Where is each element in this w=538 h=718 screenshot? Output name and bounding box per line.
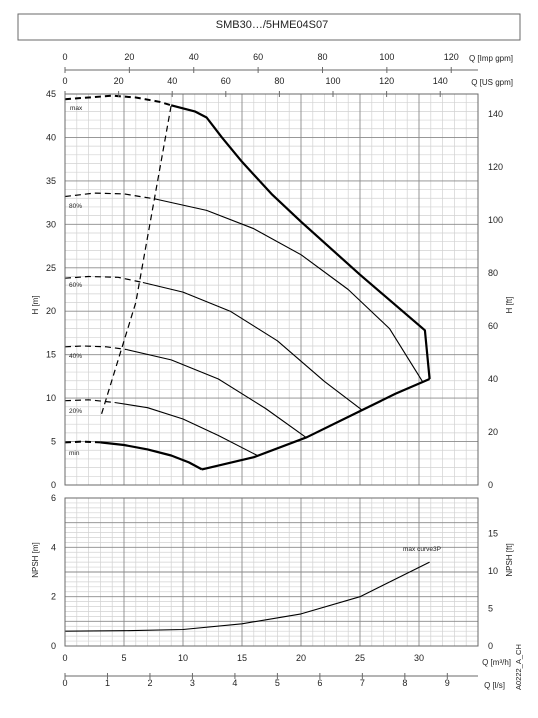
head-curve-40-dashed-7: [64, 345, 127, 351]
label-layer: SMB30…/5HME04S07 Q [Imp gpm] Q [US gpm] …: [31, 19, 523, 690]
bottom-m3h-tick-label: 15: [237, 653, 247, 663]
top-imp-tick-label: 100: [379, 52, 394, 62]
title-frame: [17, 13, 521, 41]
top-imp-tick-label: 0: [62, 52, 67, 62]
head-plot-frame: [64, 93, 479, 486]
head-curve-80-dashed-3: [64, 192, 156, 200]
bottom-ls-tick-label: 8: [402, 678, 407, 688]
head-curve-unnamed-dashed-12: [101, 105, 172, 414]
npsh-left-tick-label: 4: [51, 542, 56, 552]
h-left-tick-label: 20: [46, 306, 56, 316]
h-left-tick-label: 15: [46, 350, 56, 360]
npsh-plot-frame: [64, 497, 479, 647]
bottom-ls-tick-label: 3: [190, 678, 195, 688]
top-us-tick-label: 80: [274, 76, 284, 86]
top-us-tick-label: 20: [114, 76, 124, 86]
bottom-ls-tick-label: 1: [105, 678, 110, 688]
h-right-tick-label: 80: [488, 268, 498, 278]
curve-label-20: 20%: [69, 408, 82, 415]
h-left-tick-label: 10: [46, 393, 56, 403]
head-curve-60-dashed-5: [64, 275, 144, 284]
curve-layer: [64, 94, 431, 632]
top-imp-tick-label: 60: [253, 52, 263, 62]
npsh-left-axis-label: NPSH [m]: [31, 542, 40, 578]
side-code-label: A0222_A_CH: [514, 644, 523, 690]
h-right-tick-label: 120: [488, 162, 503, 172]
h-right-tick-label: 60: [488, 321, 498, 331]
npsh-curve-label: max curve3P: [403, 546, 441, 553]
npsh-right-tick-label: 0: [488, 641, 493, 651]
bottom-m3h-tick-label: 25: [355, 653, 365, 663]
top-us-tick-label: 120: [379, 76, 394, 86]
h-right-tick-label: 20: [488, 427, 498, 437]
grid-layer: [65, 94, 478, 646]
bottom-axis-m3h-label: Q [m³/h]: [482, 658, 511, 667]
h-left-tick-label: 5: [51, 437, 56, 447]
top-us-tick-label: 140: [433, 76, 448, 86]
bottom-ls-tick-label: 9: [445, 678, 450, 688]
h-right-tick-label: 140: [488, 109, 503, 119]
bottom-m3h-tick-label: 20: [296, 653, 306, 663]
npsh-right-tick-label: 15: [488, 528, 498, 538]
h-left-tick-label: 40: [46, 132, 56, 142]
head-curve-20-solid-8: [114, 401, 258, 456]
h-left-tick-label: 0: [51, 480, 56, 490]
bottom-ls-tick-label: 6: [317, 678, 322, 688]
head-curve-80-solid-2: [155, 198, 423, 382]
top-axis-imp-label: Q [Imp gpm]: [469, 54, 513, 63]
bottom-ls-tick-label: 7: [360, 678, 365, 688]
npsh-left-tick-label: 2: [51, 592, 56, 602]
top-us-tick-label: 100: [325, 76, 340, 86]
h-right-tick-label: 0: [488, 480, 493, 490]
h-right-axis-label: H [ft]: [505, 297, 514, 314]
top-us-tick-label: 0: [62, 76, 67, 86]
curve-label-min: min: [69, 450, 80, 457]
top-us-tick-label: 60: [221, 76, 231, 86]
head-curve-max-solid-0: [170, 104, 431, 380]
head-curve-min-solid-10: [100, 441, 203, 471]
top-imp-tick-label: 80: [317, 52, 327, 62]
h-left-tick-label: 45: [46, 89, 56, 99]
head-curve-unnamed-solid-13: [201, 377, 431, 471]
top-imp-tick-label: 120: [444, 52, 459, 62]
bottom-ls-tick-label: 0: [62, 678, 67, 688]
h-left-tick-label: 35: [46, 176, 56, 186]
bottom-m3h-tick-label: 30: [414, 653, 424, 663]
frame-layer: [17, 13, 521, 677]
bottom-m3h-tick-label: 10: [178, 653, 188, 663]
bottom-axis-ls-label: Q [l/s]: [484, 681, 505, 690]
bottom-ls-tick-label: 5: [275, 678, 280, 688]
curve-label-max: max: [70, 105, 83, 112]
top-axis-us-label: Q [US gpm]: [471, 78, 513, 87]
curve-label-80: 80%: [69, 203, 82, 210]
bottom-m3h-tick-label: 0: [62, 653, 67, 663]
h-right-tick-label: 100: [488, 215, 503, 225]
bottom-ls-tick-label: 2: [147, 678, 152, 688]
top-imp-tick-label: 20: [124, 52, 134, 62]
bottom-ls-tick-label: 4: [232, 678, 237, 688]
h-right-tick-label: 40: [488, 374, 498, 384]
head-curve-40-solid-6: [126, 348, 307, 438]
chart-title: SMB30…/5HME04S07: [216, 19, 329, 31]
curve-label-40: 40%: [69, 353, 82, 360]
top-us-tick-label: 40: [167, 76, 177, 86]
npsh-left-tick-label: 0: [51, 641, 56, 651]
npsh-right-tick-label: 10: [488, 566, 498, 576]
npsh-right-axis-label: NPSH [ft]: [505, 543, 514, 576]
npsh-curve-maxcurve3P-solid-0: [64, 561, 430, 632]
top-imp-tick-label: 40: [189, 52, 199, 62]
npsh-left-tick-label: 6: [51, 493, 56, 503]
curve-label-60: 60%: [69, 282, 82, 289]
tick-layer: 0510152025303540450204060801001201400246…: [46, 52, 503, 688]
h-left-axis-label: H [m]: [31, 295, 40, 314]
npsh-right-tick-label: 5: [488, 603, 493, 613]
head-curve-min-dashed-11: [64, 440, 101, 444]
h-left-tick-label: 25: [46, 263, 56, 273]
bottom-m3h-tick-label: 5: [121, 653, 126, 663]
head-curve-60-solid-4: [142, 281, 363, 411]
h-left-tick-label: 30: [46, 219, 56, 229]
